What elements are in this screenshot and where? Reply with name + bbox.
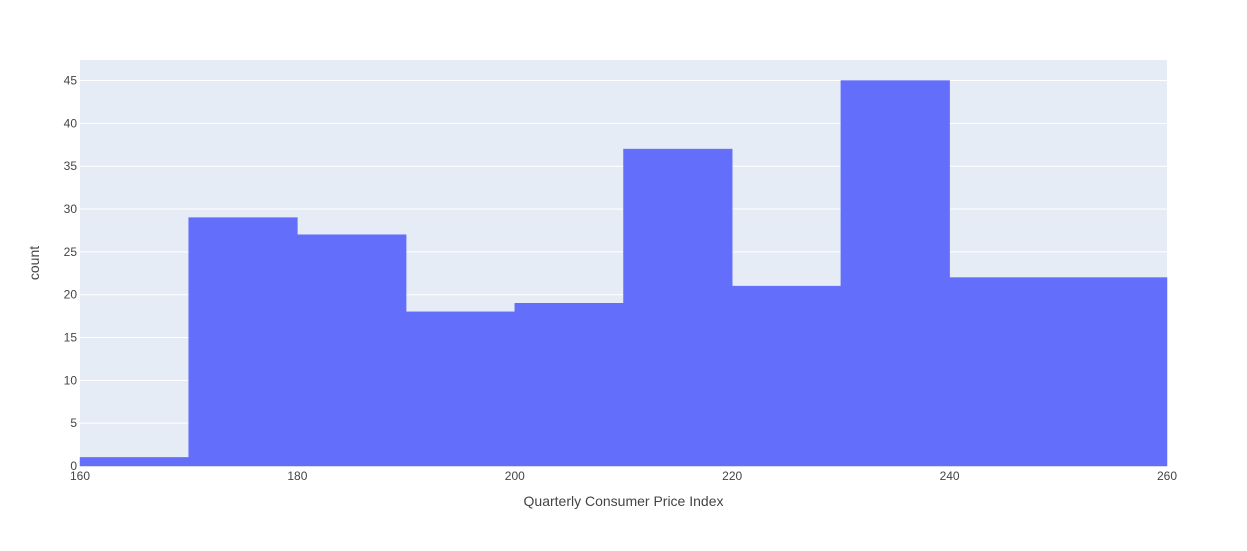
histogram-bar	[188, 217, 298, 467]
y-axis-ticks: 0 5 10 15 20 25 30 35 40 45	[64, 74, 78, 473]
y-tick-label: 20	[64, 288, 78, 302]
histogram-bar	[731, 285, 842, 467]
y-tick-label: 0	[70, 459, 77, 473]
x-axis-ticks: 160 180 200 220 240 260	[70, 469, 1177, 483]
histogram-bar	[514, 303, 624, 467]
y-axis-title: count	[26, 246, 42, 280]
x-tick-label: 200	[505, 469, 525, 483]
histogram-bar	[405, 311, 516, 467]
histogram-bar	[1058, 277, 1168, 467]
bars	[79, 80, 1168, 467]
histogram-bar	[297, 234, 407, 467]
y-tick-label: 15	[64, 331, 78, 345]
x-axis-title: Quarterly Consumer Price Index	[524, 493, 724, 509]
x-tick-label: 260	[1157, 469, 1177, 483]
x-tick-label: 180	[287, 469, 307, 483]
histogram-bar	[840, 80, 950, 467]
y-tick-label: 25	[64, 245, 78, 259]
x-tick-label: 240	[940, 469, 960, 483]
x-tick-label: 220	[722, 469, 742, 483]
y-tick-label: 40	[64, 116, 78, 130]
y-tick-label: 35	[64, 159, 78, 173]
y-tick-label: 5	[70, 416, 77, 430]
y-tick-label: 10	[64, 373, 78, 387]
histogram-bar	[79, 457, 189, 467]
histogram-bar	[623, 148, 733, 467]
y-tick-label: 30	[64, 202, 78, 216]
histogram-bar	[949, 277, 1059, 467]
x-tick-label: 160	[70, 469, 90, 483]
y-tick-label: 45	[64, 74, 78, 88]
